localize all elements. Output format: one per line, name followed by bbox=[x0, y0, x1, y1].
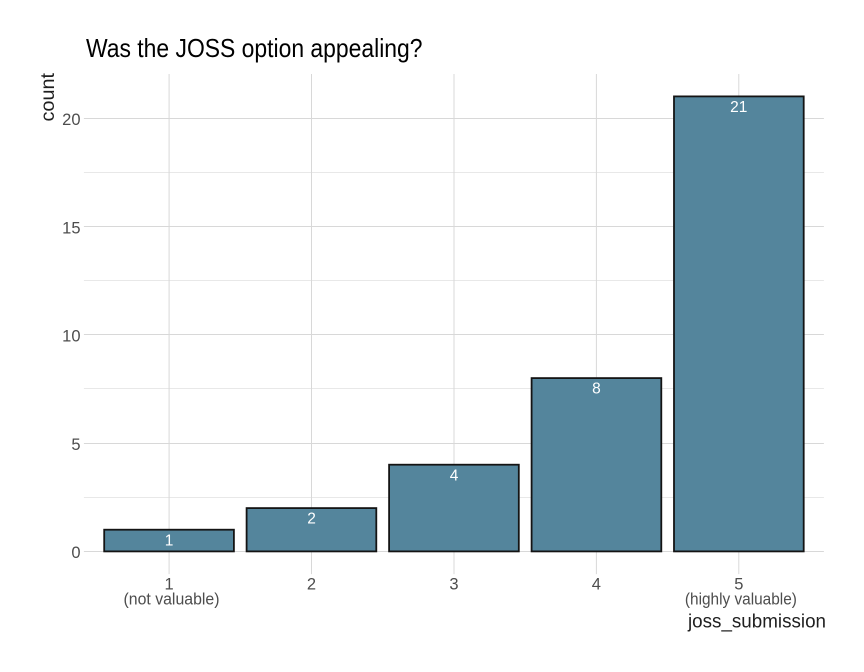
svg-text:2: 2 bbox=[307, 511, 316, 528]
svg-text:(not valuable): (not valuable) bbox=[124, 590, 220, 608]
svg-text:5: 5 bbox=[734, 575, 743, 593]
svg-text:21: 21 bbox=[730, 99, 747, 116]
svg-text:15: 15 bbox=[62, 219, 80, 237]
svg-text:5: 5 bbox=[71, 436, 80, 454]
svg-text:1: 1 bbox=[165, 532, 174, 549]
svg-text:count: count bbox=[37, 72, 59, 121]
svg-text:1: 1 bbox=[165, 575, 174, 593]
svg-text:2: 2 bbox=[307, 575, 316, 593]
svg-text:(highly valuable): (highly valuable) bbox=[685, 590, 797, 608]
svg-text:10: 10 bbox=[62, 328, 80, 346]
svg-text:20: 20 bbox=[62, 111, 80, 129]
svg-text:4: 4 bbox=[450, 467, 459, 484]
svg-text:8: 8 bbox=[592, 381, 601, 398]
svg-text:Was the JOSS option appealing?: Was the JOSS option appealing? bbox=[86, 33, 423, 63]
svg-text:0: 0 bbox=[71, 544, 80, 562]
svg-text:joss_submission: joss_submission bbox=[687, 612, 826, 633]
svg-text:3: 3 bbox=[449, 575, 458, 593]
svg-text:4: 4 bbox=[592, 575, 601, 593]
